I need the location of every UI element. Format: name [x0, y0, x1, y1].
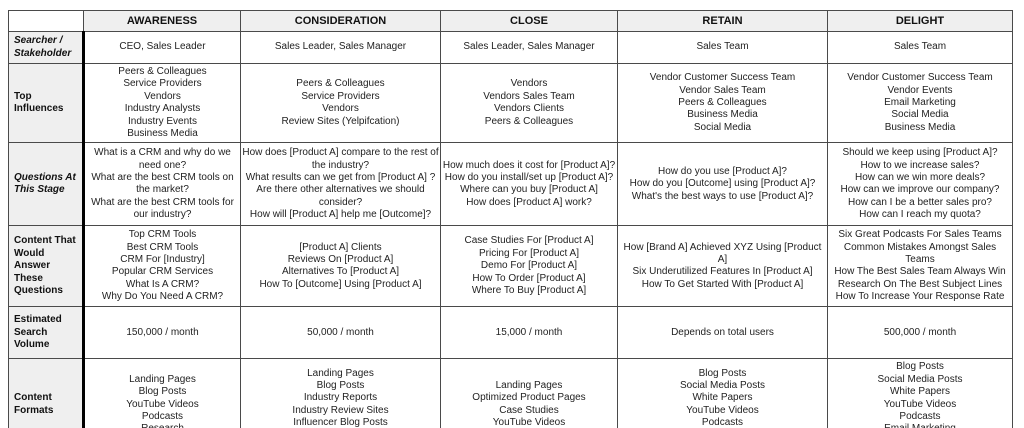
funnel-stage-table: AWARENESS CONSIDERATION CLOSE RETAIN DEL… — [8, 10, 1013, 428]
header-row: AWARENESS CONSIDERATION CLOSE RETAIN DEL… — [8, 10, 1013, 32]
cell-close-stakeholder: Sales Leader, Sales Manager — [440, 31, 618, 64]
cell-close-influences: Vendors Vendors Sales Team Vendors Clien… — [440, 62, 618, 144]
row-label-searcher-stakeholder: Searcher / Stakeholder — [8, 31, 85, 64]
cell-consideration-search-volume: 50,000 / month — [240, 306, 441, 360]
row-content-formats: Content Formats Landing Pages Blog Posts… — [8, 358, 1013, 428]
row-top-influences: Top Influences Peers & Colleagues Servic… — [8, 62, 1013, 144]
row-label-top-influences: Top Influences — [8, 62, 85, 144]
cell-retain-questions: How do you use [Product A]? How do you [… — [617, 142, 828, 227]
row-label-questions: Questions At This Stage — [8, 142, 85, 227]
cell-consideration-content: [Product A] Clients Reviews On [Product … — [240, 225, 441, 308]
cell-delight-content: Six Great Podcasts For Sales Teams Commo… — [827, 225, 1013, 308]
cell-delight-influences: Vendor Customer Success Team Vendor Even… — [827, 62, 1013, 144]
cell-close-content: Case Studies For [Product A] Pricing For… — [440, 225, 618, 308]
cell-retain-content: How [Brand A] Achieved XYZ Using [Produc… — [617, 225, 828, 308]
cell-delight-search-volume: 500,000 / month — [827, 306, 1013, 360]
column-header-delight: DELIGHT — [827, 10, 1013, 32]
cell-delight-questions: Should we keep using [Product A]? How to… — [827, 142, 1013, 227]
cell-awareness-questions: What is a CRM and why do we need one? Wh… — [83, 142, 241, 227]
row-label-content-formats: Content Formats — [8, 358, 85, 428]
row-content-that-answers: Content That Would Answer These Question… — [8, 225, 1013, 308]
row-estimated-search-volume: Estimated Search Volume 150,000 / month … — [8, 306, 1013, 360]
column-header-awareness: AWARENESS — [83, 10, 241, 32]
cell-awareness-stakeholder: CEO, Sales Leader — [83, 31, 241, 64]
cell-delight-formats: Blog Posts Social Media Posts White Pape… — [827, 358, 1013, 428]
cell-awareness-content: Top CRM Tools Best CRM Tools CRM For [In… — [83, 225, 241, 308]
cell-close-formats: Landing Pages Optimized Product Pages Ca… — [440, 358, 618, 428]
cell-close-questions: How much does it cost for [Product A]? H… — [440, 142, 618, 227]
cell-delight-stakeholder: Sales Team — [827, 31, 1013, 64]
cell-retain-influences: Vendor Customer Success Team Vendor Sale… — [617, 62, 828, 144]
cell-consideration-stakeholder: Sales Leader, Sales Manager — [240, 31, 441, 64]
cell-awareness-influences: Peers & Colleagues Service Providers Ven… — [83, 62, 241, 144]
row-questions-at-this-stage: Questions At This Stage What is a CRM an… — [8, 142, 1013, 227]
corner-cell — [8, 10, 84, 32]
cell-awareness-formats: Landing Pages Blog Posts YouTube Videos … — [83, 358, 241, 428]
column-header-close: CLOSE — [440, 10, 618, 32]
cell-retain-formats: Blog Posts Social Media Posts White Pape… — [617, 358, 828, 428]
cell-consideration-questions: How does [Product A] compare to the rest… — [240, 142, 441, 227]
cell-close-search-volume: 15,000 / month — [440, 306, 618, 360]
row-searcher-stakeholder: Searcher / Stakeholder CEO, Sales Leader… — [8, 31, 1013, 64]
cell-retain-search-volume: Depends on total users — [617, 306, 828, 360]
row-label-content-answers: Content That Would Answer These Question… — [8, 225, 85, 308]
cell-consideration-influences: Peers & Colleagues Service Providers Ven… — [240, 62, 441, 144]
column-header-consideration: CONSIDERATION — [240, 10, 441, 32]
row-label-search-volume: Estimated Search Volume — [8, 306, 85, 360]
column-header-retain: RETAIN — [617, 10, 828, 32]
cell-awareness-search-volume: 150,000 / month — [83, 306, 241, 360]
cell-retain-stakeholder: Sales Team — [617, 31, 828, 64]
cell-consideration-formats: Landing Pages Blog Posts Industry Report… — [240, 358, 441, 428]
